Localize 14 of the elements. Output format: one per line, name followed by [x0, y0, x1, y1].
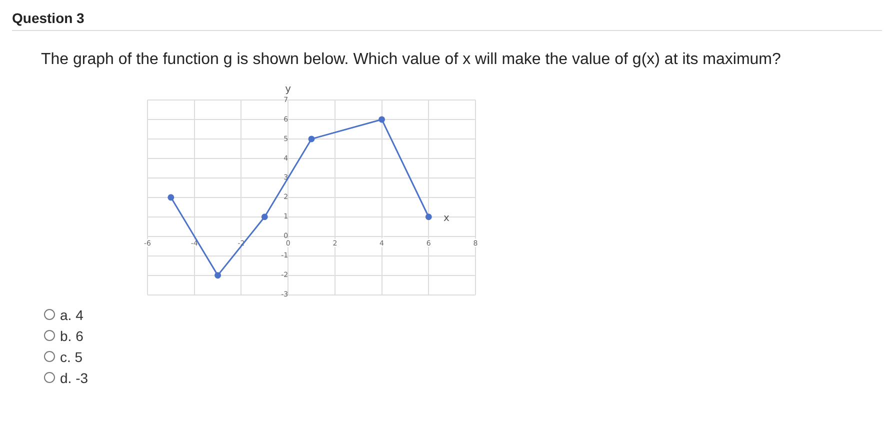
- point: [168, 194, 174, 201]
- y-axis-title: y: [285, 84, 292, 95]
- text: a. 4: [60, 306, 84, 322]
- point: [425, 214, 432, 220]
- chart-title: Question 3: [12, 10, 882, 31]
- chart-subtitle: The graph of the function g is shown below. Which value of x will make the value of g(x) at its maximum?: [41, 51, 781, 69]
- point: [378, 116, 386, 123]
- text: c. 5: [60, 348, 83, 364]
- point: [214, 272, 222, 279]
- point: [308, 136, 315, 142]
- x-axis-title: x: [444, 212, 450, 224]
- point: [261, 214, 268, 220]
- text: d. -3: [60, 370, 88, 386]
- text: b. 6: [60, 328, 84, 344]
